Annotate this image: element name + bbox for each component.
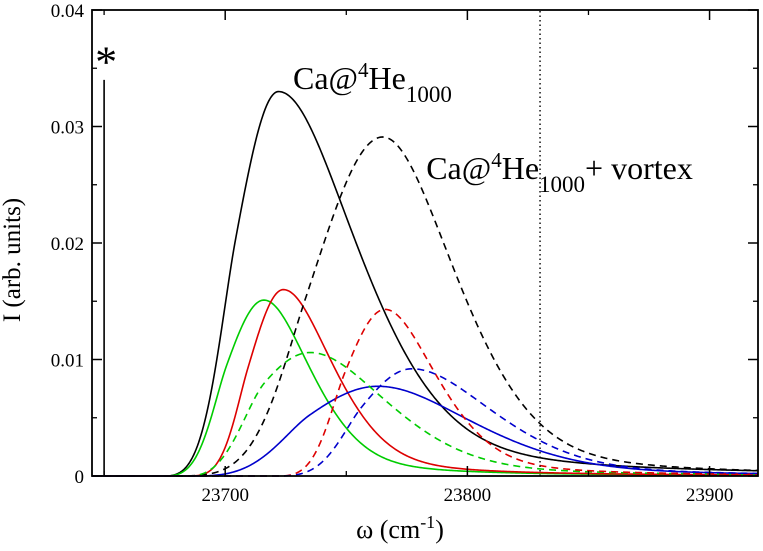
series-vortex-total [92,136,759,477]
label-ca-he1000-vortex-part-1: 4 [491,148,502,172]
x-axis-label-close: ) [435,515,444,544]
series-vortex-green [92,351,759,477]
label-ca-he1000-part-2: He [369,60,406,96]
y-tick-label: 0.03 [51,118,84,139]
label-ca-he1000: Ca@4He1000 [293,58,452,107]
label-ca-he1000-vortex-part-3: 1000 [539,171,585,196]
x-axis-label-main: ω (cm [356,515,420,544]
y-tick-label: 0 [75,467,85,488]
y-axis-label: I (arb. units) [0,198,26,322]
label-ca-he1000-vortex-part-0: Ca@ [426,150,491,186]
label-ca-he1000-vortex-part-4: + vortex [585,150,693,186]
label-ca-he1000-vortex: Ca@4He1000+ vortex [426,148,693,197]
series-total [92,90,759,477]
axis-ticks: 23700 23800 23900 0 0.01 0.02 0.03 0.04 [51,1,758,506]
label-ca-he1000-part-3: 1000 [406,82,452,107]
x-axis-label-sup: -1 [420,512,435,532]
series-comp-red [92,288,759,477]
x-tick-label: 23800 [444,485,492,506]
y-tick-label: 0.01 [51,351,84,372]
reference-lines [103,10,541,476]
label-ca-he1000-part-0: Ca@ [293,60,358,96]
y-tick-label: 0.02 [51,234,84,255]
label-ca-he1000-part-1: 4 [358,58,369,82]
x-axis-label: ω (cm-1) [356,512,444,544]
x-tick-label: 23700 [201,485,249,506]
star-marker: * [95,37,117,86]
label-ca-he1000-vortex-part-2: He [502,150,539,186]
plot-frame [91,9,759,477]
x-tick-label: 23900 [686,485,734,506]
y-tick-label: 0.04 [51,1,85,22]
series-comp-green [92,299,758,477]
series-vortex-red [92,308,759,477]
